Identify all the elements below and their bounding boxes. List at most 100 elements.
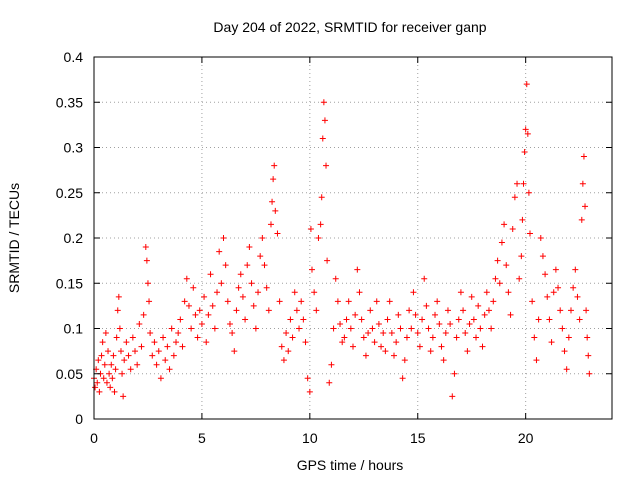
data-point	[403, 334, 410, 341]
data-point	[201, 293, 208, 300]
data-point	[280, 357, 287, 364]
data-point	[518, 253, 525, 260]
data-point	[313, 307, 320, 314]
data-point	[555, 284, 562, 291]
data-point	[111, 388, 118, 395]
x-tick-label: 15	[410, 430, 426, 446]
data-point	[479, 343, 486, 350]
data-point	[132, 348, 139, 355]
data-point	[542, 271, 549, 278]
data-point	[367, 307, 374, 314]
axes: 0 0.05 0.1 0.15 0.2 0.25 0.3 0.35 0.4 0 5 10 15 20	[56, 49, 612, 446]
data-point	[246, 244, 253, 251]
data-point	[99, 339, 106, 346]
data-point	[298, 298, 305, 305]
data-point	[369, 325, 376, 332]
data-point	[393, 339, 400, 346]
data-point	[552, 266, 559, 273]
data-point	[523, 81, 530, 88]
data-point	[101, 361, 108, 368]
data-point	[354, 266, 361, 273]
data-point	[92, 384, 99, 391]
data-point	[423, 302, 430, 309]
data-point	[360, 334, 367, 341]
data-point	[103, 379, 110, 386]
data-point	[283, 330, 290, 337]
data-point	[503, 262, 510, 269]
data-point	[263, 284, 270, 291]
data-point	[164, 343, 171, 350]
data-point	[436, 320, 443, 327]
data-point	[550, 289, 557, 296]
data-point	[276, 298, 283, 305]
data-point	[468, 293, 475, 300]
data-point	[328, 361, 335, 368]
data-point	[388, 330, 395, 337]
data-point	[565, 334, 572, 341]
y-tick-label: 0	[75, 411, 83, 427]
data-point	[341, 334, 348, 341]
data-point	[442, 330, 449, 337]
data-point	[412, 311, 419, 318]
data-point	[129, 334, 136, 341]
data-point	[285, 348, 292, 355]
data-point	[559, 325, 566, 332]
data-point	[117, 348, 124, 355]
data-point	[271, 162, 278, 169]
data-point	[416, 343, 423, 350]
data-point	[438, 343, 445, 350]
data-point	[105, 348, 112, 355]
data-point	[138, 343, 145, 350]
data-point	[384, 316, 391, 323]
data-point	[525, 189, 532, 196]
data-point	[401, 357, 408, 364]
data-point	[488, 325, 495, 332]
data-point	[345, 298, 352, 305]
data-point	[509, 225, 516, 232]
y-tick-label: 0.4	[64, 49, 84, 65]
data-point	[583, 307, 590, 314]
data-point	[323, 162, 330, 169]
data-point	[498, 239, 505, 246]
y-tick-label: 0.05	[56, 366, 83, 382]
data-point	[123, 339, 130, 346]
y-tick-label: 0.25	[56, 185, 83, 201]
data-point	[421, 275, 428, 282]
data-point	[162, 357, 169, 364]
data-point	[531, 334, 538, 341]
data-point	[170, 352, 177, 359]
data-point	[233, 307, 240, 314]
data-point	[143, 257, 150, 264]
data-point	[270, 176, 277, 183]
data-point	[166, 366, 173, 373]
data-point	[315, 235, 322, 241]
data-point	[382, 348, 389, 355]
data-point	[533, 357, 540, 364]
data-point	[100, 375, 107, 382]
data-point	[492, 275, 499, 282]
data-point	[582, 203, 589, 210]
data-point	[291, 289, 298, 296]
data-point	[358, 316, 365, 323]
data-point	[434, 298, 441, 305]
data-point	[339, 339, 346, 346]
data-point	[535, 316, 542, 323]
data-point	[287, 316, 294, 323]
data-point	[337, 320, 344, 327]
data-point	[125, 352, 132, 359]
data-point	[585, 352, 592, 359]
data-point	[516, 275, 523, 282]
data-point	[224, 298, 231, 305]
data-point	[175, 330, 182, 337]
data-point	[244, 262, 251, 269]
data-point	[371, 339, 378, 346]
data-point	[574, 293, 581, 300]
data-point	[144, 280, 151, 287]
data-point	[455, 316, 462, 323]
data-point	[109, 375, 116, 382]
y-tick-label: 0.1	[64, 321, 84, 337]
data-point	[179, 343, 186, 350]
data-point	[490, 298, 497, 305]
data-point	[406, 307, 413, 314]
data-point	[188, 325, 195, 332]
